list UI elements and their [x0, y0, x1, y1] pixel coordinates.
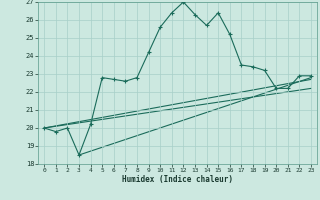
- X-axis label: Humidex (Indice chaleur): Humidex (Indice chaleur): [122, 175, 233, 184]
